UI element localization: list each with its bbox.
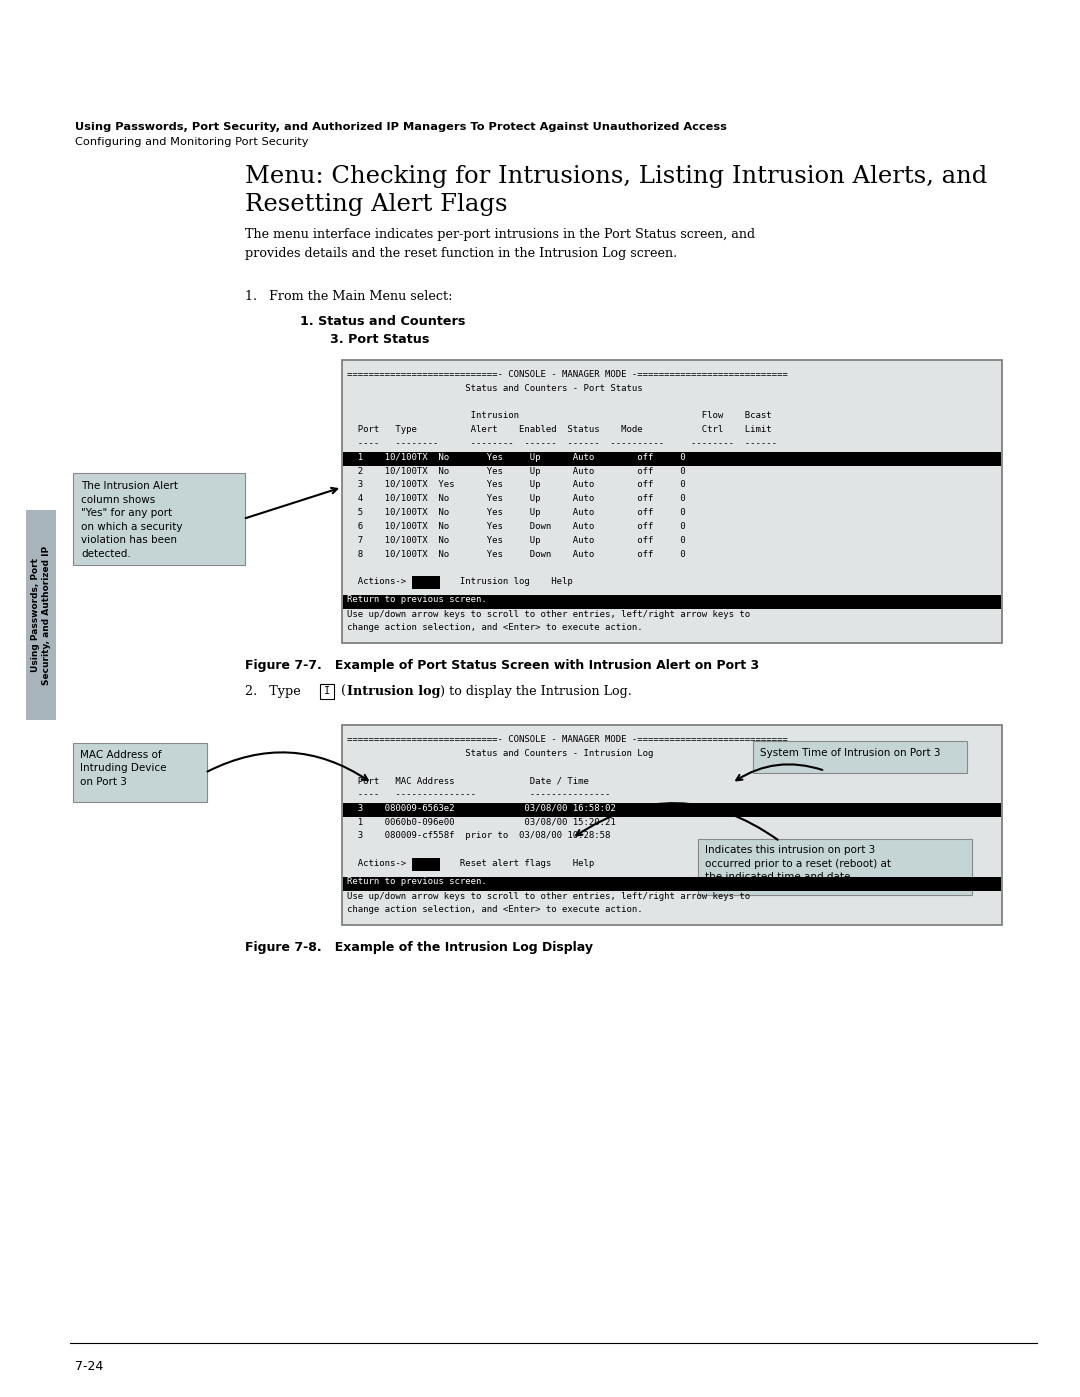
Text: 2    10/100TX  No       Yes     Up      Auto        off     0: 2 10/100TX No Yes Up Auto off 0 bbox=[347, 467, 686, 475]
Text: Status and Counters - Port Status: Status and Counters - Port Status bbox=[347, 384, 643, 393]
Text: 1. Status and Counters: 1. Status and Counters bbox=[300, 314, 465, 328]
Text: Indicates this intrusion on port 3
occurred prior to a reset (reboot) at
the ind: Indicates this intrusion on port 3 occur… bbox=[705, 845, 891, 882]
FancyBboxPatch shape bbox=[320, 683, 334, 698]
Text: Return to previous screen.: Return to previous screen. bbox=[347, 877, 487, 886]
Text: I: I bbox=[324, 686, 330, 696]
Text: 4    10/100TX  No       Yes     Up      Auto        off     0: 4 10/100TX No Yes Up Auto off 0 bbox=[347, 495, 686, 503]
Text: Intrusion log: Intrusion log bbox=[347, 685, 441, 697]
Text: The Intrusion Alert
column shows
"Yes" for any port
on which a security
violatio: The Intrusion Alert column shows "Yes" f… bbox=[81, 481, 183, 559]
FancyBboxPatch shape bbox=[343, 451, 1001, 465]
Text: ----   ---------------          ---------------: ---- --------------- --------------- bbox=[347, 789, 610, 799]
Text: change action selection, and <Enter> to execute action.: change action selection, and <Enter> to … bbox=[347, 905, 643, 915]
Text: 5    10/100TX  No       Yes     Up      Auto        off     0: 5 10/100TX No Yes Up Auto off 0 bbox=[347, 509, 686, 517]
Text: The menu interface indicates per-port intrusions in the Port Status screen, and
: The menu interface indicates per-port in… bbox=[245, 228, 755, 260]
Text: ) to display the Intrusion Log.: ) to display the Intrusion Log. bbox=[440, 685, 632, 697]
FancyArrowPatch shape bbox=[207, 753, 368, 781]
Text: 1.   From the Main Menu select:: 1. From the Main Menu select: bbox=[245, 291, 453, 303]
Text: 3    10/100TX  Yes      Yes     Up      Auto        off     0: 3 10/100TX Yes Yes Up Auto off 0 bbox=[347, 481, 686, 489]
FancyBboxPatch shape bbox=[26, 510, 56, 719]
FancyBboxPatch shape bbox=[411, 858, 440, 870]
Text: ============================- CONSOLE - MANAGER MODE -==========================: ============================- CONSOLE - … bbox=[347, 370, 787, 379]
Text: Use up/down arrow keys to scroll to other entries, left/right arrow keys to: Use up/down arrow keys to scroll to othe… bbox=[347, 891, 751, 901]
FancyBboxPatch shape bbox=[753, 740, 967, 773]
Text: 7    10/100TX  No       Yes     Up      Auto        off     0: 7 10/100TX No Yes Up Auto off 0 bbox=[347, 535, 686, 545]
Text: Figure 7-8.   Example of the Intrusion Log Display: Figure 7-8. Example of the Intrusion Log… bbox=[245, 940, 593, 954]
FancyBboxPatch shape bbox=[698, 840, 972, 895]
Text: 6    10/100TX  No       Yes     Down    Auto        off     0: 6 10/100TX No Yes Down Auto off 0 bbox=[347, 522, 686, 531]
Text: Using Passwords, Port
Security, and Authorized IP: Using Passwords, Port Security, and Auth… bbox=[31, 545, 51, 685]
Text: 1    0060b0-096e00             03/08/00 15:20:21: 1 0060b0-096e00 03/08/00 15:20:21 bbox=[347, 817, 616, 827]
FancyBboxPatch shape bbox=[343, 595, 1001, 609]
Text: Port   Type          Alert    Enabled  Status    Mode           Ctrl    Limit: Port Type Alert Enabled Status Mode Ctrl… bbox=[347, 425, 771, 434]
Text: Use up/down arrow keys to scroll to other entries, left/right arrow keys to: Use up/down arrow keys to scroll to othe… bbox=[347, 609, 751, 619]
Text: 7-24: 7-24 bbox=[75, 1361, 104, 1373]
Text: change action selection, and <Enter> to execute action.: change action selection, and <Enter> to … bbox=[347, 623, 643, 633]
Text: System Time of Intrusion on Port 3: System Time of Intrusion on Port 3 bbox=[760, 747, 941, 757]
Text: Actions->  Back    Reset alert flags    Help: Actions-> Back Reset alert flags Help bbox=[347, 859, 594, 868]
Text: Menu: Checking for Intrusions, Listing Intrusion Alerts, and
Resetting Alert Fla: Menu: Checking for Intrusions, Listing I… bbox=[245, 165, 987, 215]
FancyBboxPatch shape bbox=[73, 743, 207, 802]
FancyArrowPatch shape bbox=[577, 803, 778, 840]
Text: Port   MAC Address              Date / Time: Port MAC Address Date / Time bbox=[347, 777, 589, 785]
FancyBboxPatch shape bbox=[73, 474, 245, 564]
Text: Intrusion                                  Flow    Bcast: Intrusion Flow Bcast bbox=[347, 411, 771, 420]
Text: Status and Counters - Intrusion Log: Status and Counters - Intrusion Log bbox=[347, 749, 653, 757]
Text: Using Passwords, Port Security, and Authorized IP Managers To Protect Against Un: Using Passwords, Port Security, and Auth… bbox=[75, 122, 727, 131]
Text: Return to previous screen.: Return to previous screen. bbox=[347, 595, 487, 604]
FancyBboxPatch shape bbox=[343, 877, 1001, 891]
Text: (: ( bbox=[337, 685, 346, 697]
FancyArrowPatch shape bbox=[245, 488, 337, 518]
Text: 3    080009-6563e2             03/08/00 16:58:02: 3 080009-6563e2 03/08/00 16:58:02 bbox=[347, 803, 616, 813]
Text: 3. Port Status: 3. Port Status bbox=[330, 332, 430, 346]
Text: ============================- CONSOLE - MANAGER MODE -==========================: ============================- CONSOLE - … bbox=[347, 735, 787, 743]
FancyBboxPatch shape bbox=[342, 725, 1002, 925]
Text: MAC Address of
Intruding Device
on Port 3: MAC Address of Intruding Device on Port … bbox=[80, 750, 166, 787]
Text: ----   --------      --------  ------  ------  ----------     --------  ------: ---- -------- -------- ------ ------ ---… bbox=[347, 439, 777, 448]
FancyBboxPatch shape bbox=[411, 576, 440, 588]
FancyBboxPatch shape bbox=[342, 360, 1002, 643]
Text: Actions->  Back    Intrusion log    Help: Actions-> Back Intrusion log Help bbox=[347, 577, 572, 585]
FancyBboxPatch shape bbox=[343, 803, 1001, 817]
FancyArrowPatch shape bbox=[737, 764, 822, 781]
Text: 2.   Type: 2. Type bbox=[245, 685, 305, 697]
Text: Configuring and Monitoring Port Security: Configuring and Monitoring Port Security bbox=[75, 137, 309, 147]
Text: 3    080009-cf558f  prior to  03/08/00 10:28:58: 3 080009-cf558f prior to 03/08/00 10:28:… bbox=[347, 831, 610, 841]
Text: 1    10/100TX  No       Yes     Up      Auto        off     0: 1 10/100TX No Yes Up Auto off 0 bbox=[347, 453, 686, 462]
Text: Figure 7-7.   Example of Port Status Screen with Intrusion Alert on Port 3: Figure 7-7. Example of Port Status Scree… bbox=[245, 659, 759, 672]
Text: 8    10/100TX  No       Yes     Down    Auto        off     0: 8 10/100TX No Yes Down Auto off 0 bbox=[347, 549, 686, 559]
